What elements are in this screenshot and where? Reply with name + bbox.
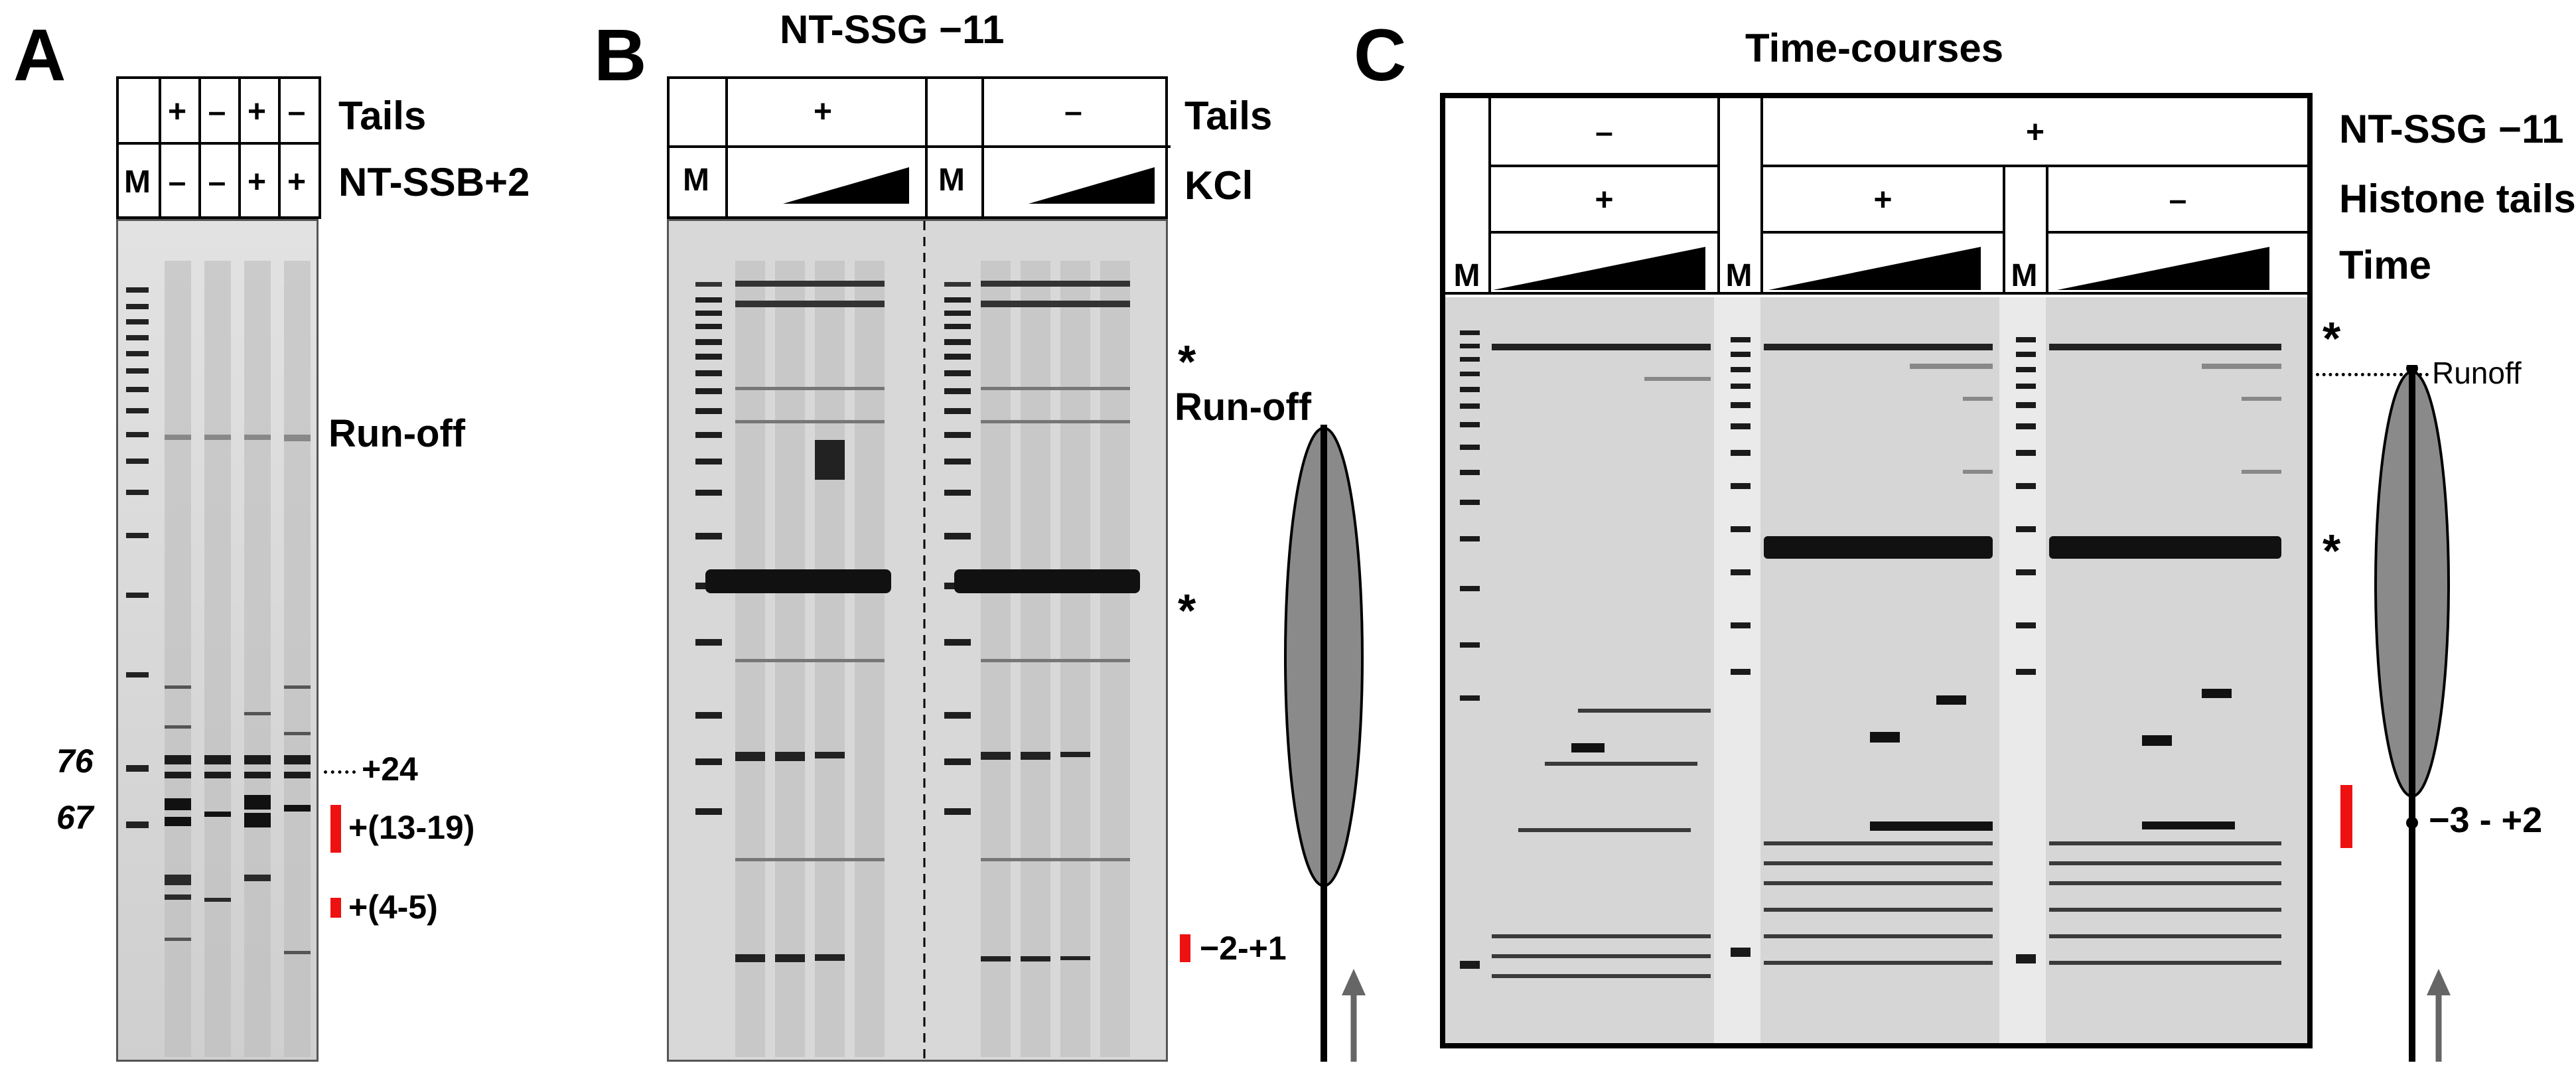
panel-a-row-label-tails: Tails xyxy=(338,94,427,138)
panel-b-nucleosome-diagram xyxy=(1284,425,1364,1062)
panel-a-ssb-2: – xyxy=(208,164,226,200)
panel-c-time-wedge-3 xyxy=(2057,247,2269,290)
panel-c-header xyxy=(1445,98,2307,297)
panel-b-kcl-wedge-1 xyxy=(783,167,909,204)
panel-a-redmark-13-19 xyxy=(330,805,341,853)
panel-c-nucleosome-diagram xyxy=(2374,365,2450,1062)
panel-c-title: Time-courses xyxy=(1745,26,2004,70)
panel-c-row-label-tails: Histone tails xyxy=(2339,177,2576,221)
panel-a-tails-3: + xyxy=(247,94,267,129)
panel-b-runoff-label: Run-off xyxy=(1175,386,1312,429)
panel-c-time-wedge-2 xyxy=(1768,247,1981,290)
panel-a-size-67: 67 xyxy=(56,799,94,836)
panel-b-title: NT-SSG −11 xyxy=(780,7,1005,52)
panel-b-tails-plus: + xyxy=(813,94,833,129)
panel-a-tails-1: + xyxy=(167,94,187,129)
panel-c-time-wedge-1 xyxy=(1493,247,1705,290)
panel-a-row-label-ssb: NT-SSB+2 xyxy=(338,160,530,204)
panel-b-letter: B xyxy=(594,15,647,96)
panel-a-tails-2: – xyxy=(208,94,226,129)
panel-a-header xyxy=(116,76,321,219)
panel-c-marker-label-3: M xyxy=(2011,257,2038,293)
panel-b-star-top: * xyxy=(1178,336,1196,388)
panel-a-band-4-5: +(4-5) xyxy=(348,889,438,926)
panel-c-band-label: −3 - +2 xyxy=(2429,800,2543,840)
panel-c-frame xyxy=(1440,93,2313,1048)
panel-b-kcl-wedge-2 xyxy=(1029,167,1155,204)
panel-a-band-13-19: +(13-19) xyxy=(348,809,475,846)
panel-c-arrow-icon xyxy=(2427,969,2451,1062)
panel-b-marker-label-1: M xyxy=(683,162,709,198)
panel-b-redmark xyxy=(1180,934,1190,962)
panel-b-tails-minus: – xyxy=(1064,94,1082,129)
panel-c-dotted-leader xyxy=(2316,373,2429,376)
panel-a-letter: A xyxy=(13,15,66,96)
panel-c-marker-label-1: M xyxy=(1453,257,1480,293)
panel-a-ssb-1: – xyxy=(168,164,186,200)
panel-c-runoff-label: Runoff xyxy=(2432,356,2522,390)
panel-c-row-label-ssg: NT-SSG −11 xyxy=(2339,107,2564,151)
panel-a-runoff-label: Run-off xyxy=(328,412,466,455)
panel-a-dotted-leader xyxy=(324,770,356,774)
panel-c-letter: C xyxy=(1354,15,1407,96)
panel-c-tails-2: + xyxy=(1873,182,1893,218)
panel-c-gel-image xyxy=(1445,297,2307,1043)
panel-b-star-mid: * xyxy=(1178,585,1196,636)
panel-b-gel-image xyxy=(667,219,1168,1062)
panel-b-arrow-icon xyxy=(1342,969,1366,1062)
panel-a-tails-4: – xyxy=(287,94,306,129)
panel-c-ssg-minus: – xyxy=(1595,114,1613,150)
panel-b-row-label-kcl: KCl xyxy=(1184,163,1253,208)
panel-c-row-label-time: Time xyxy=(2339,243,2431,287)
panel-a-gel-image xyxy=(116,219,319,1062)
panel-a-band-plus24: +24 xyxy=(362,750,418,788)
panel-c-redmark xyxy=(2340,785,2352,848)
panel-a-size-76: 76 xyxy=(56,743,94,780)
panel-b-header xyxy=(667,76,1171,222)
panel-b-band-label: −2-+1 xyxy=(1200,930,1287,967)
panel-a-marker-label: M xyxy=(124,164,151,200)
panel-b-marker-label-2: M xyxy=(938,162,965,198)
panel-a-ssb-3: + xyxy=(247,164,267,200)
panel-b-row-label-tails: Tails xyxy=(1184,94,1273,138)
panel-c-tails-1: + xyxy=(1595,182,1614,218)
panel-c-marker-label-2: M xyxy=(1725,257,1753,293)
panel-a-ssb-4: + xyxy=(287,164,307,200)
panel-c-ssg-plus: + xyxy=(2025,114,2045,150)
panel-c-tails-3: – xyxy=(2169,182,2187,218)
panel-c-star-top: * xyxy=(2323,313,2341,364)
panel-c-star-mid: * xyxy=(2323,525,2341,577)
panel-a-redmark-4-5 xyxy=(330,898,341,918)
